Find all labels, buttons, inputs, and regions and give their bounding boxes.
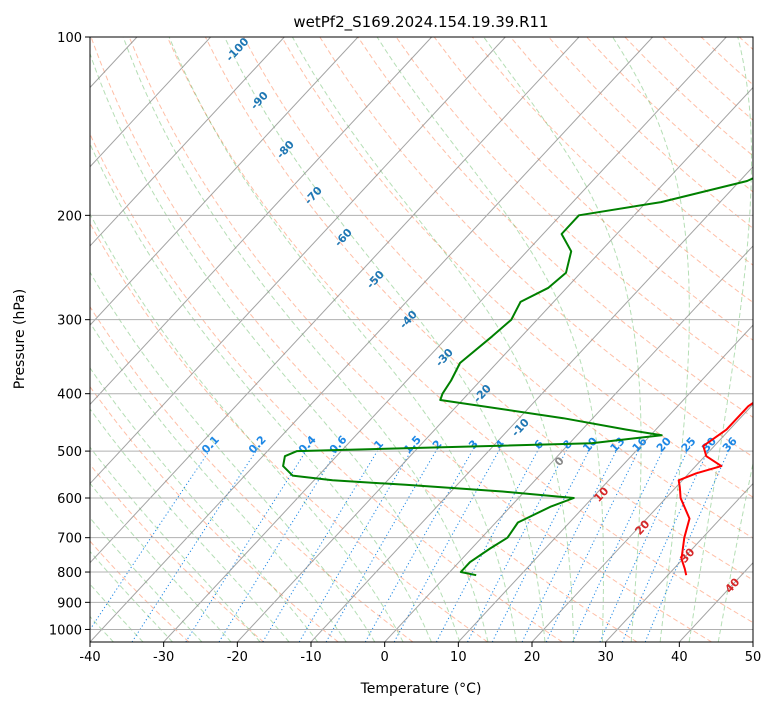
moist-adiabat-line (90, 52, 461, 642)
mixing-ratio-line (435, 445, 541, 642)
isotherm-line (90, 37, 212, 168)
isotherm-line (457, 324, 753, 642)
moist-adiabat-line (90, 321, 347, 642)
mixing-ratio-line (491, 445, 592, 642)
moist-adiabat-line (291, 37, 575, 642)
mixing-ratio-line (621, 445, 711, 642)
isotherm-line (310, 165, 753, 642)
dry-adiabat-line (128, 37, 712, 642)
plot-frame (89, 36, 754, 643)
pressure-gridlines (90, 37, 753, 630)
dry-adiabat-line (204, 37, 753, 581)
moist-adiabat-line (90, 550, 173, 642)
dewpoint-profile-line (282, 177, 753, 577)
mixing-ratio-line (467, 445, 570, 642)
moist-adiabat-line (90, 517, 203, 642)
moist-adiabat-line (90, 212, 404, 642)
moist-adiabat-line (90, 271, 376, 642)
isotherm-line (90, 37, 433, 406)
mixing-ratio-line (644, 445, 732, 642)
chart-title: wetPf2_S169.2024.154.19.39.R11 (293, 13, 548, 32)
x-tick-label: -10 (300, 650, 321, 665)
mixing-ratio-line (90, 445, 214, 631)
mixing-ratio-line (545, 445, 642, 642)
x-tick-label: 50 (745, 650, 762, 665)
isotherm-line (236, 86, 753, 642)
moist-adiabat-line (90, 142, 432, 642)
isotherm-line (163, 37, 727, 642)
dry-adiabat-line (357, 37, 753, 418)
x-tick-label: 30 (597, 650, 614, 665)
x-tick-label: 0 (381, 650, 389, 665)
x-tick-label: -40 (79, 650, 100, 665)
y-tick-label: 1000 (49, 623, 82, 638)
dry-adiabat-line (90, 463, 264, 642)
x-axis-label: Temperature (°C) (360, 681, 482, 697)
moist-adiabat-line (90, 446, 261, 642)
isotherm-line (90, 37, 506, 485)
moist-adiabat-line (717, 461, 753, 642)
y-tick-label: 600 (57, 492, 82, 507)
x-tick-label: -20 (227, 650, 248, 665)
moist-adiabats (90, 37, 753, 642)
dry-adiabat-line (90, 222, 488, 642)
y-axis: 100 200 300 400 500 600 700 800 900 1000 (49, 31, 90, 638)
dry-adiabat-line (243, 37, 753, 539)
moist-adiabat-line (376, 37, 604, 642)
dry-adiabat-line (471, 37, 753, 304)
mixing-ratio-line (599, 445, 691, 642)
skewed-isotherms (0, 37, 753, 642)
isotherm-line (0, 37, 63, 642)
y-tick-label: 700 (57, 532, 82, 547)
y-tick-label: 100 (57, 31, 82, 46)
y-axis-label: Pressure (hPa) (12, 289, 28, 389)
isotherm-line (90, 37, 654, 642)
dry-adiabats (90, 37, 753, 642)
x-axis: -40 -30 -20 -10 0 10 20 30 40 50 (79, 642, 761, 665)
x-tick-label: 40 (671, 650, 688, 665)
mixing-ratio-line (185, 445, 310, 642)
moist-adiabat-line (90, 583, 144, 642)
y-tick-label: 800 (57, 566, 82, 581)
dry-adiabat-line (90, 37, 638, 642)
isotherm-line (384, 245, 753, 642)
moist-adiabat-line (688, 37, 752, 642)
mixing-ratio-line (218, 445, 341, 642)
mixing-ratio-line (572, 445, 666, 642)
moist-adiabat-line (90, 482, 232, 642)
x-tick-label: 10 (450, 650, 467, 665)
isotherm-line (90, 37, 359, 326)
dry-adiabat-line (166, 37, 753, 624)
moist-adiabat-line (483, 37, 642, 642)
moist-adiabat-line (224, 37, 546, 642)
mixing-ratio-line (325, 445, 440, 642)
moist-adiabat-line (168, 37, 517, 642)
x-tick-label: 20 (524, 650, 541, 665)
y-tick-label: 500 (57, 445, 82, 460)
y-tick-label: 300 (57, 314, 82, 329)
plot-area: -100-90-80-70-60-50-40-30-20-1000.1 0.2 0.… (0, 37, 753, 642)
y-tick-label: 200 (57, 209, 82, 224)
isotherm-line (90, 37, 580, 564)
dry-adiabat-line (90, 540, 190, 642)
temperature-profile-line (677, 401, 753, 576)
mixing-ratio-lines (90, 445, 732, 642)
y-tick-label: 900 (57, 596, 82, 611)
moist-adiabat-line (612, 37, 690, 642)
y-tick-label: 400 (57, 388, 82, 403)
dry-adiabat-line (433, 37, 753, 341)
mixing-ratio-line (262, 445, 381, 642)
dry-adiabat-line (90, 132, 563, 642)
isotherm-line (605, 482, 753, 642)
x-tick-label: -30 (153, 650, 174, 665)
mixing-ratio-line (521, 445, 620, 642)
isotherm-line (752, 641, 753, 642)
sounding-series (282, 177, 753, 577)
dry-adiabat-line (281, 37, 753, 498)
isotherm-line (531, 403, 753, 642)
moist-adiabat-line (122, 37, 489, 642)
isotherm-line (90, 37, 285, 247)
